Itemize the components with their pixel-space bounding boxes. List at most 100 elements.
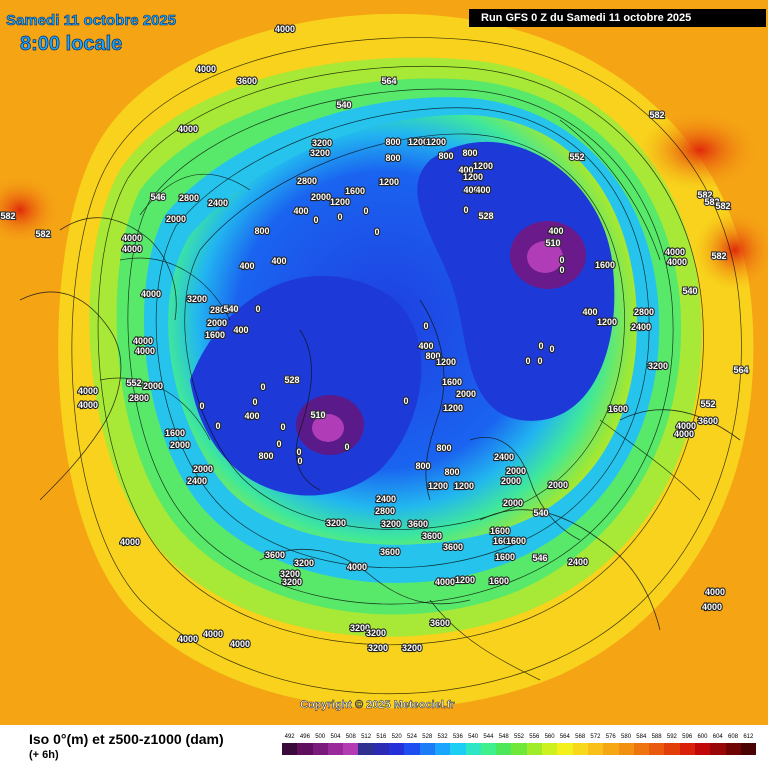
iso0-label: 400 bbox=[463, 185, 478, 195]
scale-swatch bbox=[373, 743, 390, 755]
scale-value: 500 bbox=[315, 734, 326, 740]
iso0-label: 1200 bbox=[443, 403, 463, 413]
iso0-label: 1600 bbox=[493, 536, 513, 546]
scale-value: 588 bbox=[651, 734, 662, 740]
iso0-label: 3200 bbox=[280, 569, 300, 579]
iso0-label: 4000 bbox=[203, 629, 223, 639]
iso0-label: 1200 bbox=[436, 357, 456, 367]
iso0-label: 1600 bbox=[165, 428, 185, 438]
iso0-label: 3600 bbox=[443, 542, 463, 552]
iso0-label: 2400 bbox=[376, 494, 396, 504]
scale-swatch bbox=[725, 743, 741, 755]
iso0-label: 1200 bbox=[379, 177, 399, 187]
model-run-banner: Run GFS 0 Z du Samedi 11 octobre 2025 bbox=[469, 9, 766, 27]
scale-swatch bbox=[557, 743, 573, 755]
thickness-labels: 5645405525825825825825825825825465285105… bbox=[0, 75, 750, 564]
scale-swatch bbox=[419, 743, 435, 755]
copyright: Copyright © 2025 Meteociel.fr bbox=[300, 699, 455, 712]
iso0-label: 1200 bbox=[473, 161, 493, 171]
iso0-label: 3200 bbox=[381, 519, 401, 529]
iso0-label: 1200 bbox=[597, 317, 617, 327]
thickness-label: 540 bbox=[223, 304, 238, 314]
scale-swatch bbox=[664, 743, 680, 755]
forecast-time: 8:00 locale bbox=[20, 33, 123, 56]
scale-swatch bbox=[404, 743, 420, 755]
scale-swatch bbox=[695, 743, 711, 755]
iso0-label: 400 bbox=[458, 165, 473, 175]
scale-value: 540 bbox=[468, 734, 479, 740]
thickness-label: 552 bbox=[569, 152, 584, 162]
iso0-label: 400 bbox=[582, 307, 597, 317]
scale-value: 504 bbox=[330, 734, 341, 740]
iso0-label: 4000 bbox=[230, 639, 250, 649]
scale-swatch bbox=[327, 743, 344, 755]
scale-value: 560 bbox=[544, 734, 555, 740]
iso0-label: 4000 bbox=[133, 336, 153, 346]
iso0-label: 800 bbox=[444, 467, 459, 477]
scale-swatch bbox=[542, 743, 558, 755]
scale-swatch bbox=[633, 743, 650, 755]
iso0-label: 1600 bbox=[490, 526, 510, 536]
iso0-label: 2400 bbox=[208, 198, 228, 208]
thickness-label: 528 bbox=[478, 211, 493, 221]
scale-value: 552 bbox=[513, 734, 524, 740]
iso0-label: 800 bbox=[385, 137, 400, 147]
color-scale-bar bbox=[282, 743, 757, 755]
thickness-label: 540 bbox=[682, 286, 697, 296]
iso0-label: 400 bbox=[293, 206, 308, 216]
iso0-label: 3600 bbox=[698, 416, 718, 426]
iso0-label: 4000 bbox=[676, 421, 696, 431]
iso0-label: 0 bbox=[559, 255, 564, 265]
iso0-label: 4000 bbox=[141, 289, 161, 299]
iso0-label: 2400 bbox=[187, 476, 207, 486]
iso0-label: 800 bbox=[415, 461, 430, 471]
iso0-label: 400 bbox=[271, 256, 286, 266]
iso0-label: 0 bbox=[276, 439, 281, 449]
iso0-label: 2800 bbox=[129, 393, 149, 403]
iso0-label: 3200 bbox=[282, 577, 302, 587]
scale-value: 524 bbox=[406, 734, 417, 740]
iso0-label: 400 bbox=[418, 341, 433, 351]
iso0-label: 1200 bbox=[330, 197, 350, 207]
iso0-label: 2400 bbox=[494, 452, 514, 462]
iso0-label: 4000 bbox=[78, 386, 98, 396]
iso0-label: 3200 bbox=[187, 294, 207, 304]
iso0-label: 800 bbox=[425, 351, 440, 361]
iso0-label: 800 bbox=[254, 226, 269, 236]
thickness-label: 582 bbox=[697, 190, 712, 200]
scale-swatch bbox=[465, 743, 481, 755]
thickness-label: 546 bbox=[532, 553, 547, 563]
scale-value: 608 bbox=[728, 734, 739, 740]
scale-value: 596 bbox=[682, 734, 693, 740]
scale-value: 564 bbox=[559, 734, 570, 740]
iso0-label: 3200 bbox=[402, 643, 422, 653]
iso0-label: 3600 bbox=[265, 550, 285, 560]
scale-swatch bbox=[740, 743, 757, 755]
scale-value: 544 bbox=[483, 734, 494, 740]
iso0-label: 3600 bbox=[408, 519, 428, 529]
iso0-label: 0 bbox=[537, 356, 542, 366]
iso0-label: 400 bbox=[233, 325, 248, 335]
low-core-west-inner bbox=[312, 414, 344, 442]
thickness-label: 552 bbox=[700, 399, 715, 409]
iso0-label: 2000 bbox=[311, 192, 331, 202]
iso0-label: 400 bbox=[475, 185, 490, 195]
scale-swatch bbox=[603, 743, 619, 755]
scale-swatch bbox=[480, 743, 497, 755]
iso0-label: 2400 bbox=[568, 557, 588, 567]
iso0-label: 4000 bbox=[178, 634, 198, 644]
thickness-label: 510 bbox=[310, 410, 325, 420]
iso0-label: 4000 bbox=[674, 429, 694, 439]
iso0-label: 800 bbox=[438, 151, 453, 161]
warm-blob-w bbox=[0, 175, 60, 245]
scale-swatch bbox=[450, 743, 466, 755]
iso0-label: 800 bbox=[436, 443, 451, 453]
scale-value: 532 bbox=[437, 734, 448, 740]
scale-swatch bbox=[572, 743, 588, 755]
iso0-label: 2800 bbox=[634, 307, 654, 317]
scale-swatch bbox=[389, 743, 405, 755]
iso0-label: 2000 bbox=[506, 466, 526, 476]
iso0-label: 0 bbox=[525, 356, 530, 366]
thickness-label: 582 bbox=[35, 229, 50, 239]
iso0-label: 400 bbox=[548, 226, 563, 236]
